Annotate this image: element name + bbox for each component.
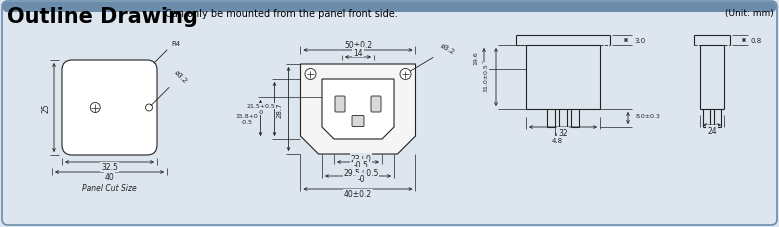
Text: 31.0±0.5: 31.0±0.5 <box>484 63 488 92</box>
Text: 14: 14 <box>353 48 363 57</box>
Circle shape <box>90 103 100 113</box>
Text: 50±0.2: 50±0.2 <box>344 40 372 49</box>
Text: 24: 24 <box>707 126 717 135</box>
Text: 0.8: 0.8 <box>751 38 762 44</box>
Text: Outline Drawing: Outline Drawing <box>7 7 198 27</box>
Text: 19.6: 19.6 <box>474 51 478 64</box>
Text: 32.5: 32.5 <box>101 163 118 172</box>
Text: 32: 32 <box>559 128 568 137</box>
Text: Can only be mounted from the panel front side.: Can only be mounted from the panel front… <box>165 9 398 19</box>
Text: 15.8+0: 15.8+0 <box>235 113 258 118</box>
Text: -0.5: -0.5 <box>241 119 252 124</box>
Text: R4: R4 <box>171 41 180 47</box>
Text: 40: 40 <box>104 173 115 182</box>
FancyBboxPatch shape <box>335 96 345 113</box>
Text: 8.0±0.3: 8.0±0.3 <box>636 113 661 118</box>
Polygon shape <box>322 80 394 139</box>
Text: 40±0.2: 40±0.2 <box>344 190 372 199</box>
Text: -0.5: -0.5 <box>354 160 368 169</box>
FancyBboxPatch shape <box>352 116 364 127</box>
Circle shape <box>146 105 153 111</box>
FancyBboxPatch shape <box>2 2 777 225</box>
Text: Panel Cut Size: Panel Cut Size <box>82 183 137 192</box>
Circle shape <box>305 69 316 80</box>
Text: (Unit: mm): (Unit: mm) <box>725 9 774 18</box>
Text: 3.0: 3.0 <box>634 38 645 44</box>
Text: ø3.2: ø3.2 <box>439 42 456 55</box>
Circle shape <box>400 69 411 80</box>
Polygon shape <box>301 65 415 154</box>
FancyBboxPatch shape <box>62 61 157 155</box>
Text: ø3.2: ø3.2 <box>173 69 188 84</box>
Text: 23+0: 23+0 <box>351 154 372 163</box>
Text: 21.5+0.5: 21.5+0.5 <box>246 104 275 109</box>
FancyBboxPatch shape <box>3 3 776 13</box>
Text: 4.8: 4.8 <box>552 137 562 143</box>
Text: 28.7: 28.7 <box>277 102 283 117</box>
Text: 29.5+0.5: 29.5+0.5 <box>344 168 379 177</box>
Text: 25: 25 <box>41 103 51 113</box>
Text: -0: -0 <box>257 110 263 115</box>
Text: -0: -0 <box>358 174 365 183</box>
FancyBboxPatch shape <box>371 96 381 113</box>
